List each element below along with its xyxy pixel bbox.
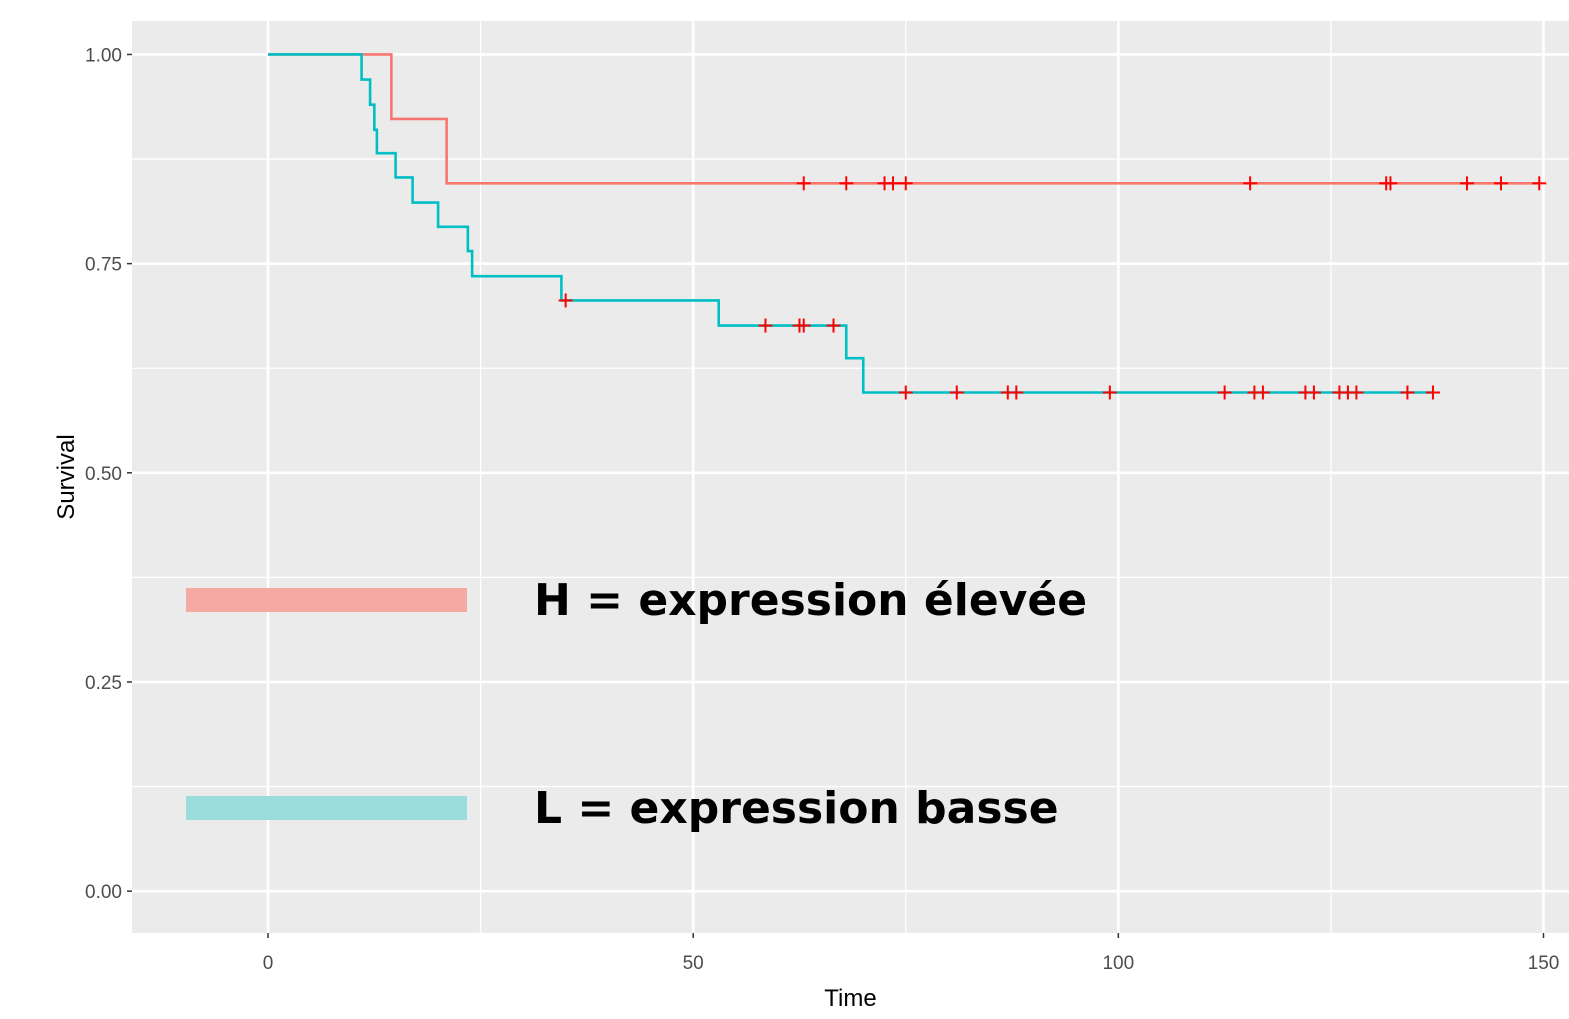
censor-mark [1349,385,1364,400]
legend: H = expression élevée L = expression bass… [186,575,1087,834]
series-layer [268,53,1540,394]
legend-label-l: L = expression basse [534,783,1059,834]
y-tick-label: 1.00 [85,45,122,66]
censor-mark [1459,176,1474,191]
series-line-l [268,53,1433,394]
censor-mark [1102,385,1117,400]
censor-mark [1306,385,1321,400]
x-tick-label: 150 [1528,953,1560,974]
censor-mark [898,385,913,400]
y-tick-label: 0.50 [85,464,122,485]
legend-swatch-h [186,588,467,612]
censor-mark [1383,176,1398,191]
x-tick-label: 100 [1102,953,1134,974]
censor-mark [949,385,964,400]
x-tick-label: 0 [263,953,274,974]
y-tick-label: 0.75 [85,255,122,276]
censor-mark [1493,176,1508,191]
censor-mark [1255,385,1270,400]
series-line-h [268,53,1540,185]
legend-swatch-l [186,796,467,820]
censor-mark [1009,385,1024,400]
x-axis: 0 50 100 150 [263,933,1560,974]
censor-mark [1532,176,1547,191]
censor-mark [796,176,811,191]
y-tick-label: 0.25 [85,673,122,694]
censor-mark [1400,385,1415,400]
plot-panel [132,21,1569,933]
censor-marks [558,176,1547,400]
censor-mark [1217,385,1232,400]
legend-label-h: H = expression élevée [534,575,1087,626]
y-axis-title: Survival [53,434,80,519]
censor-mark [796,318,811,333]
censor-mark [826,318,841,333]
censor-mark [839,176,854,191]
censor-mark [1243,176,1258,191]
censor-mark [886,176,901,191]
censor-mark [758,318,773,333]
y-axis: 0.00 0.25 0.50 0.75 1.00 [85,45,132,903]
minor-gridlines [132,21,1569,933]
censor-mark [898,176,913,191]
y-tick-label: 0.00 [85,882,122,903]
x-tick-label: 50 [683,953,704,974]
censor-mark [558,293,573,308]
x-axis-title: Time [824,985,876,1012]
censor-mark [1425,385,1440,400]
